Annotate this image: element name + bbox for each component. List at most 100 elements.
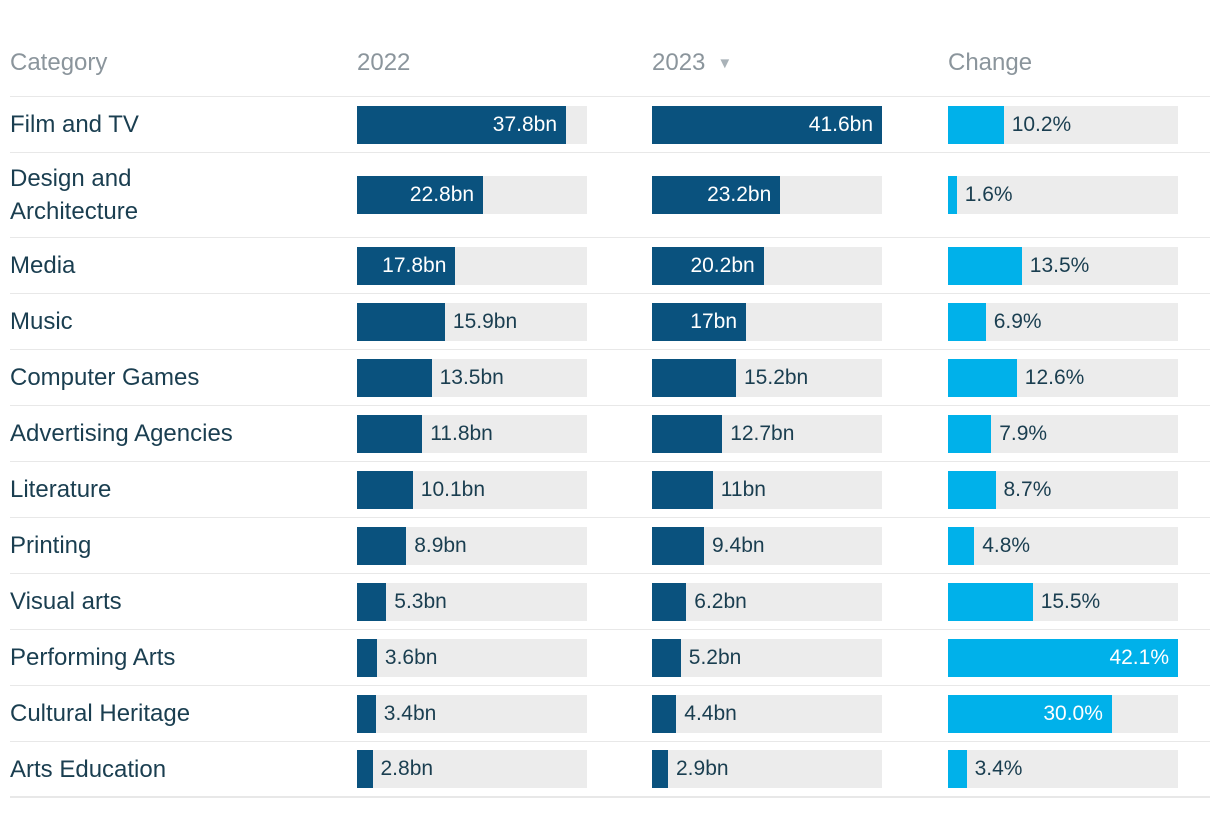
bar-change-bar	[948, 750, 967, 788]
bar-2022-track: 3.4bn	[357, 694, 587, 733]
bar-2022-bar	[357, 582, 387, 621]
column-header-category-label: Category	[10, 49, 108, 76]
bar-2023-bar: 41.6bn	[652, 105, 882, 144]
bar-change-bar	[948, 176, 957, 214]
column-header-2023[interactable]: 2023 ▼	[652, 49, 948, 96]
table-header-row: Category 2022 2023 ▼ Change	[10, 0, 1210, 97]
bar-2023-value-label: 15.2bn	[744, 365, 809, 389]
bar-change-cell: 8.7%	[948, 470, 1210, 509]
table-row: Printing 8.9bn 9.4bn 4.8%	[10, 518, 1210, 574]
bar-2023-value-label: 9.4bn	[712, 533, 765, 557]
bar-change-cell: 4.8%	[948, 526, 1210, 565]
bar-2023-cell: 20.2bn	[652, 246, 948, 285]
bar-2023-bar	[652, 470, 713, 509]
category-label: Visual arts	[10, 588, 122, 615]
bar-2022-bar	[357, 470, 413, 509]
bar-2022-track: 37.8bn	[357, 105, 587, 144]
category-label: Literature	[10, 476, 112, 503]
bar-2022-cell: 3.6bn	[357, 638, 652, 677]
bar-2023-bar: 17bn	[652, 302, 746, 341]
bar-2023-bar: 23.2bn	[652, 176, 781, 214]
bar-2022-bar: 22.8bn	[357, 176, 484, 214]
bar-2022-value-label: 15.9bn	[452, 309, 518, 333]
bar-2022-value-label: 5.3bn	[394, 589, 447, 613]
bar-2023-cell: 15.2bn	[652, 358, 948, 397]
bar-2022-bar: 37.8bn	[357, 105, 566, 144]
table-body: Film and TV 37.8bn 41.6bn 10.2% Design and A…	[10, 97, 1210, 798]
table-row: Music 15.9bn 17bn 6.9%	[10, 294, 1210, 350]
category-label: Performing Arts	[10, 644, 176, 671]
bar-2022-bar: 17.8bn	[357, 246, 456, 285]
bar-2022-cell: 13.5bn	[357, 358, 652, 397]
table-row: Arts Education 2.8bn 2.9bn 3.4%	[10, 742, 1210, 798]
bar-2022-value-label: 8.9bn	[414, 533, 467, 557]
bar-2023-cell: 11bn	[652, 470, 948, 509]
bar-2023-value-label: 11bn	[720, 477, 766, 501]
column-header-2023-label: 2023	[652, 49, 706, 76]
bar-2022-bar	[357, 694, 376, 733]
bar-2022-bar	[357, 358, 432, 397]
bar-change-track: 12.6%	[948, 358, 1178, 397]
bar-change-value-label: 12.6%	[1024, 365, 1085, 389]
bar-change-cell: 6.9%	[948, 302, 1210, 341]
bar-2022-value-label: 10.1bn	[420, 477, 486, 501]
bar-change-value-label: 4.8%	[982, 533, 1031, 557]
bar-2023-bar	[652, 694, 677, 733]
bar-change-cell: 42.1%	[948, 638, 1210, 677]
column-header-2022[interactable]: 2022	[357, 49, 652, 96]
bar-2023-track: 11bn	[652, 470, 882, 509]
table-row: Computer Games 13.5bn 15.2bn 12.6%	[10, 350, 1210, 406]
table-row: Media 17.8bn 20.2bn 13.5%	[10, 238, 1210, 294]
bar-2023-track: 4.4bn	[652, 694, 882, 733]
bar-2023-value-label: 6.2bn	[694, 589, 747, 613]
bar-change-bar	[948, 470, 996, 509]
bar-2023-bar	[652, 414, 723, 453]
bar-2022-track: 2.8bn	[357, 750, 587, 788]
bar-2022-track: 3.6bn	[357, 638, 587, 677]
bar-change-cell: 1.6%	[948, 176, 1210, 214]
bar-change-value-label: 1.6%	[964, 183, 1013, 206]
bar-change-track: 8.7%	[948, 470, 1178, 509]
bar-2023-cell: 41.6bn	[652, 105, 948, 144]
table-row: Cultural Heritage 3.4bn 4.4bn 30.0%	[10, 686, 1210, 742]
category-label: Design and Architecture	[10, 165, 139, 225]
bar-change-track: 4.8%	[948, 526, 1178, 565]
bar-2023-bar	[652, 526, 704, 565]
bar-2022-cell: 10.1bn	[357, 470, 652, 509]
bar-2022-cell: 8.9bn	[357, 526, 652, 565]
bar-2023-value-label: 4.4bn	[684, 701, 737, 725]
bar-2022-cell: 37.8bn	[357, 105, 652, 144]
sort-desc-icon: ▼	[717, 55, 733, 72]
bar-2023-cell: 6.2bn	[652, 582, 948, 621]
bar-change-cell: 15.5%	[948, 582, 1210, 621]
bar-2022-bar	[357, 302, 445, 341]
bar-change-value-label: 7.9%	[999, 421, 1048, 445]
bar-change-cell: 7.9%	[948, 414, 1210, 453]
category-label: Printing	[10, 532, 92, 559]
bar-2022-cell: 2.8bn	[357, 750, 652, 788]
bar-2022-track: 15.9bn	[357, 302, 587, 341]
table-row: Visual arts 5.3bn 6.2bn 15.5%	[10, 574, 1210, 630]
bar-2023-value-label: 2.9bn	[676, 757, 729, 780]
bar-2023-track: 23.2bn	[652, 176, 882, 214]
column-header-change-label: Change	[948, 49, 1033, 76]
column-header-category[interactable]: Category	[10, 49, 357, 96]
bar-change-track: 6.9%	[948, 302, 1178, 341]
table-row: Advertising Agencies 11.8bn 12.7bn 7.9%	[10, 406, 1210, 462]
category-label: Advertising Agencies	[10, 420, 233, 447]
bar-2022-cell: 17.8bn	[357, 246, 652, 285]
bar-2022-cell: 15.9bn	[357, 302, 652, 341]
bar-2023-track: 15.2bn	[652, 358, 882, 397]
bar-2022-cell: 22.8bn	[357, 176, 652, 214]
bar-2022-value-label: 2.8bn	[380, 757, 434, 780]
category-label: Music	[10, 308, 73, 335]
bar-2023-track: 5.2bn	[652, 638, 882, 677]
bar-change-cell: 3.4%	[948, 750, 1210, 788]
bar-2022-track: 10.1bn	[357, 470, 587, 509]
bar-2023-track: 2.9bn	[652, 750, 882, 788]
table-row: Performing Arts 3.6bn 5.2bn 42.1%	[10, 630, 1210, 686]
column-header-change[interactable]: Change	[948, 49, 1210, 96]
bar-change-track: 7.9%	[948, 414, 1178, 453]
bar-change-bar	[948, 358, 1017, 397]
